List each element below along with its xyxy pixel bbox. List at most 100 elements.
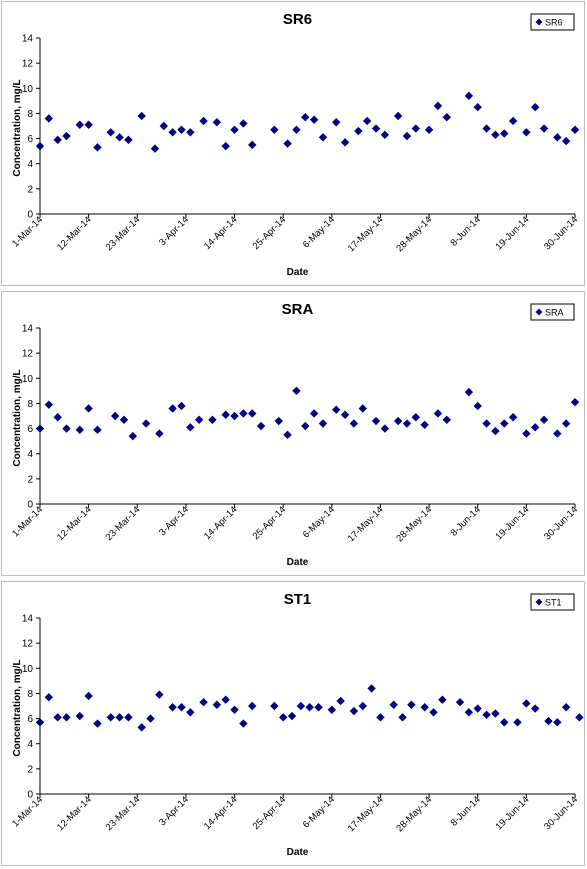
data-point [473,401,482,411]
data-point [186,708,195,717]
data-point [398,713,407,722]
data-point [500,718,509,727]
x-tick-label: 3-Apr-14 [157,504,191,538]
x-tick-label: 3-Apr-14 [157,794,191,828]
data-point [115,713,124,722]
data-point [75,120,84,129]
data-point [575,713,584,722]
data-point [464,387,474,397]
data-point [561,703,571,712]
data-point [208,415,217,424]
data-point [553,718,562,727]
data-point [393,111,403,121]
y-axis-label: Concentration, mg/L [12,659,23,756]
y-tick-label: 4 [27,449,33,460]
x-tick-label: 30-Jun-14 [542,504,580,542]
data-point [199,116,208,126]
x-tick-label: 30-Jun-14 [542,794,580,832]
data-point [283,139,292,148]
data-point [309,409,319,418]
data-point [367,684,376,693]
data-point [482,124,491,133]
x-tick-label: 30-Jun-14 [542,214,580,252]
y-tick-label: 14 [22,614,34,625]
data-point [500,129,509,138]
data-point [292,125,301,134]
data-point [482,419,491,428]
x-tick-label: 14-Apr-14 [202,504,240,542]
data-point [239,119,248,128]
data-point [539,415,549,424]
data-point [393,416,403,426]
x-tick-label: 28-May-14 [394,794,434,834]
data-point [274,416,283,426]
data-point [155,429,164,438]
y-tick-label: 2 [27,764,33,775]
x-axis-label: Date [287,557,309,568]
data-point [354,126,363,136]
data-point [433,101,443,111]
x-tick-label: 6-May-14 [301,214,337,250]
y-tick-label: 0 [27,210,33,221]
data-point [248,409,257,418]
data-point [411,413,421,422]
data-point [553,429,562,438]
y-tick-label: 14 [22,34,34,45]
data-point [194,415,204,424]
y-tick-label: 0 [27,500,33,511]
data-point [531,102,540,112]
data-point [491,130,500,139]
data-point [75,711,84,721]
data-point [186,128,195,137]
y-tick-label: 6 [27,424,33,435]
legend: SRA [530,303,575,321]
data-point [420,420,429,429]
y-tick-label: 8 [27,109,33,120]
data-point [340,138,350,147]
data-point [473,102,482,112]
data-point [44,693,54,702]
y-tick-label: 6 [27,134,33,145]
y-axis-label: Concentration, mg/L [12,79,23,176]
data-point [53,413,62,422]
data-point [531,704,540,713]
data-point [239,409,248,418]
y-axis-label: Concentration, mg/L [12,369,23,466]
x-tick-label: 25-Apr-14 [251,214,289,252]
data-point [62,424,71,433]
x-tick-label: 19-Jun-14 [493,214,531,252]
data-point [438,695,447,704]
data-point [137,723,146,732]
x-axis-label: Date [287,267,309,278]
data-point [270,125,279,134]
data-point [62,713,71,722]
data-point [570,397,580,407]
data-point [256,421,266,431]
data-point [508,116,518,126]
legend-marker [535,308,543,316]
x-tick-label: 23-Mar-14 [104,794,143,833]
data-point [442,113,451,122]
data-point [221,695,230,704]
data-point [473,704,482,713]
x-tick-label: 3-Apr-14 [157,214,191,248]
data-point [84,120,93,129]
y-tick-label: 10 [22,374,34,385]
data-point [522,128,531,137]
data-point [177,125,186,134]
legend-marker [535,18,543,26]
x-tick-label: 25-Apr-14 [251,794,289,832]
data-point [84,404,93,413]
data-point [500,419,509,428]
data-point [358,404,367,413]
data-point [141,419,151,428]
data-point [270,701,279,711]
data-point [221,141,230,151]
data-point [62,131,71,141]
chart-title: ST1 [284,591,312,608]
x-tick-label: 28-May-14 [394,214,434,254]
data-point [362,116,372,126]
data-point [380,130,390,139]
data-point [93,719,102,728]
